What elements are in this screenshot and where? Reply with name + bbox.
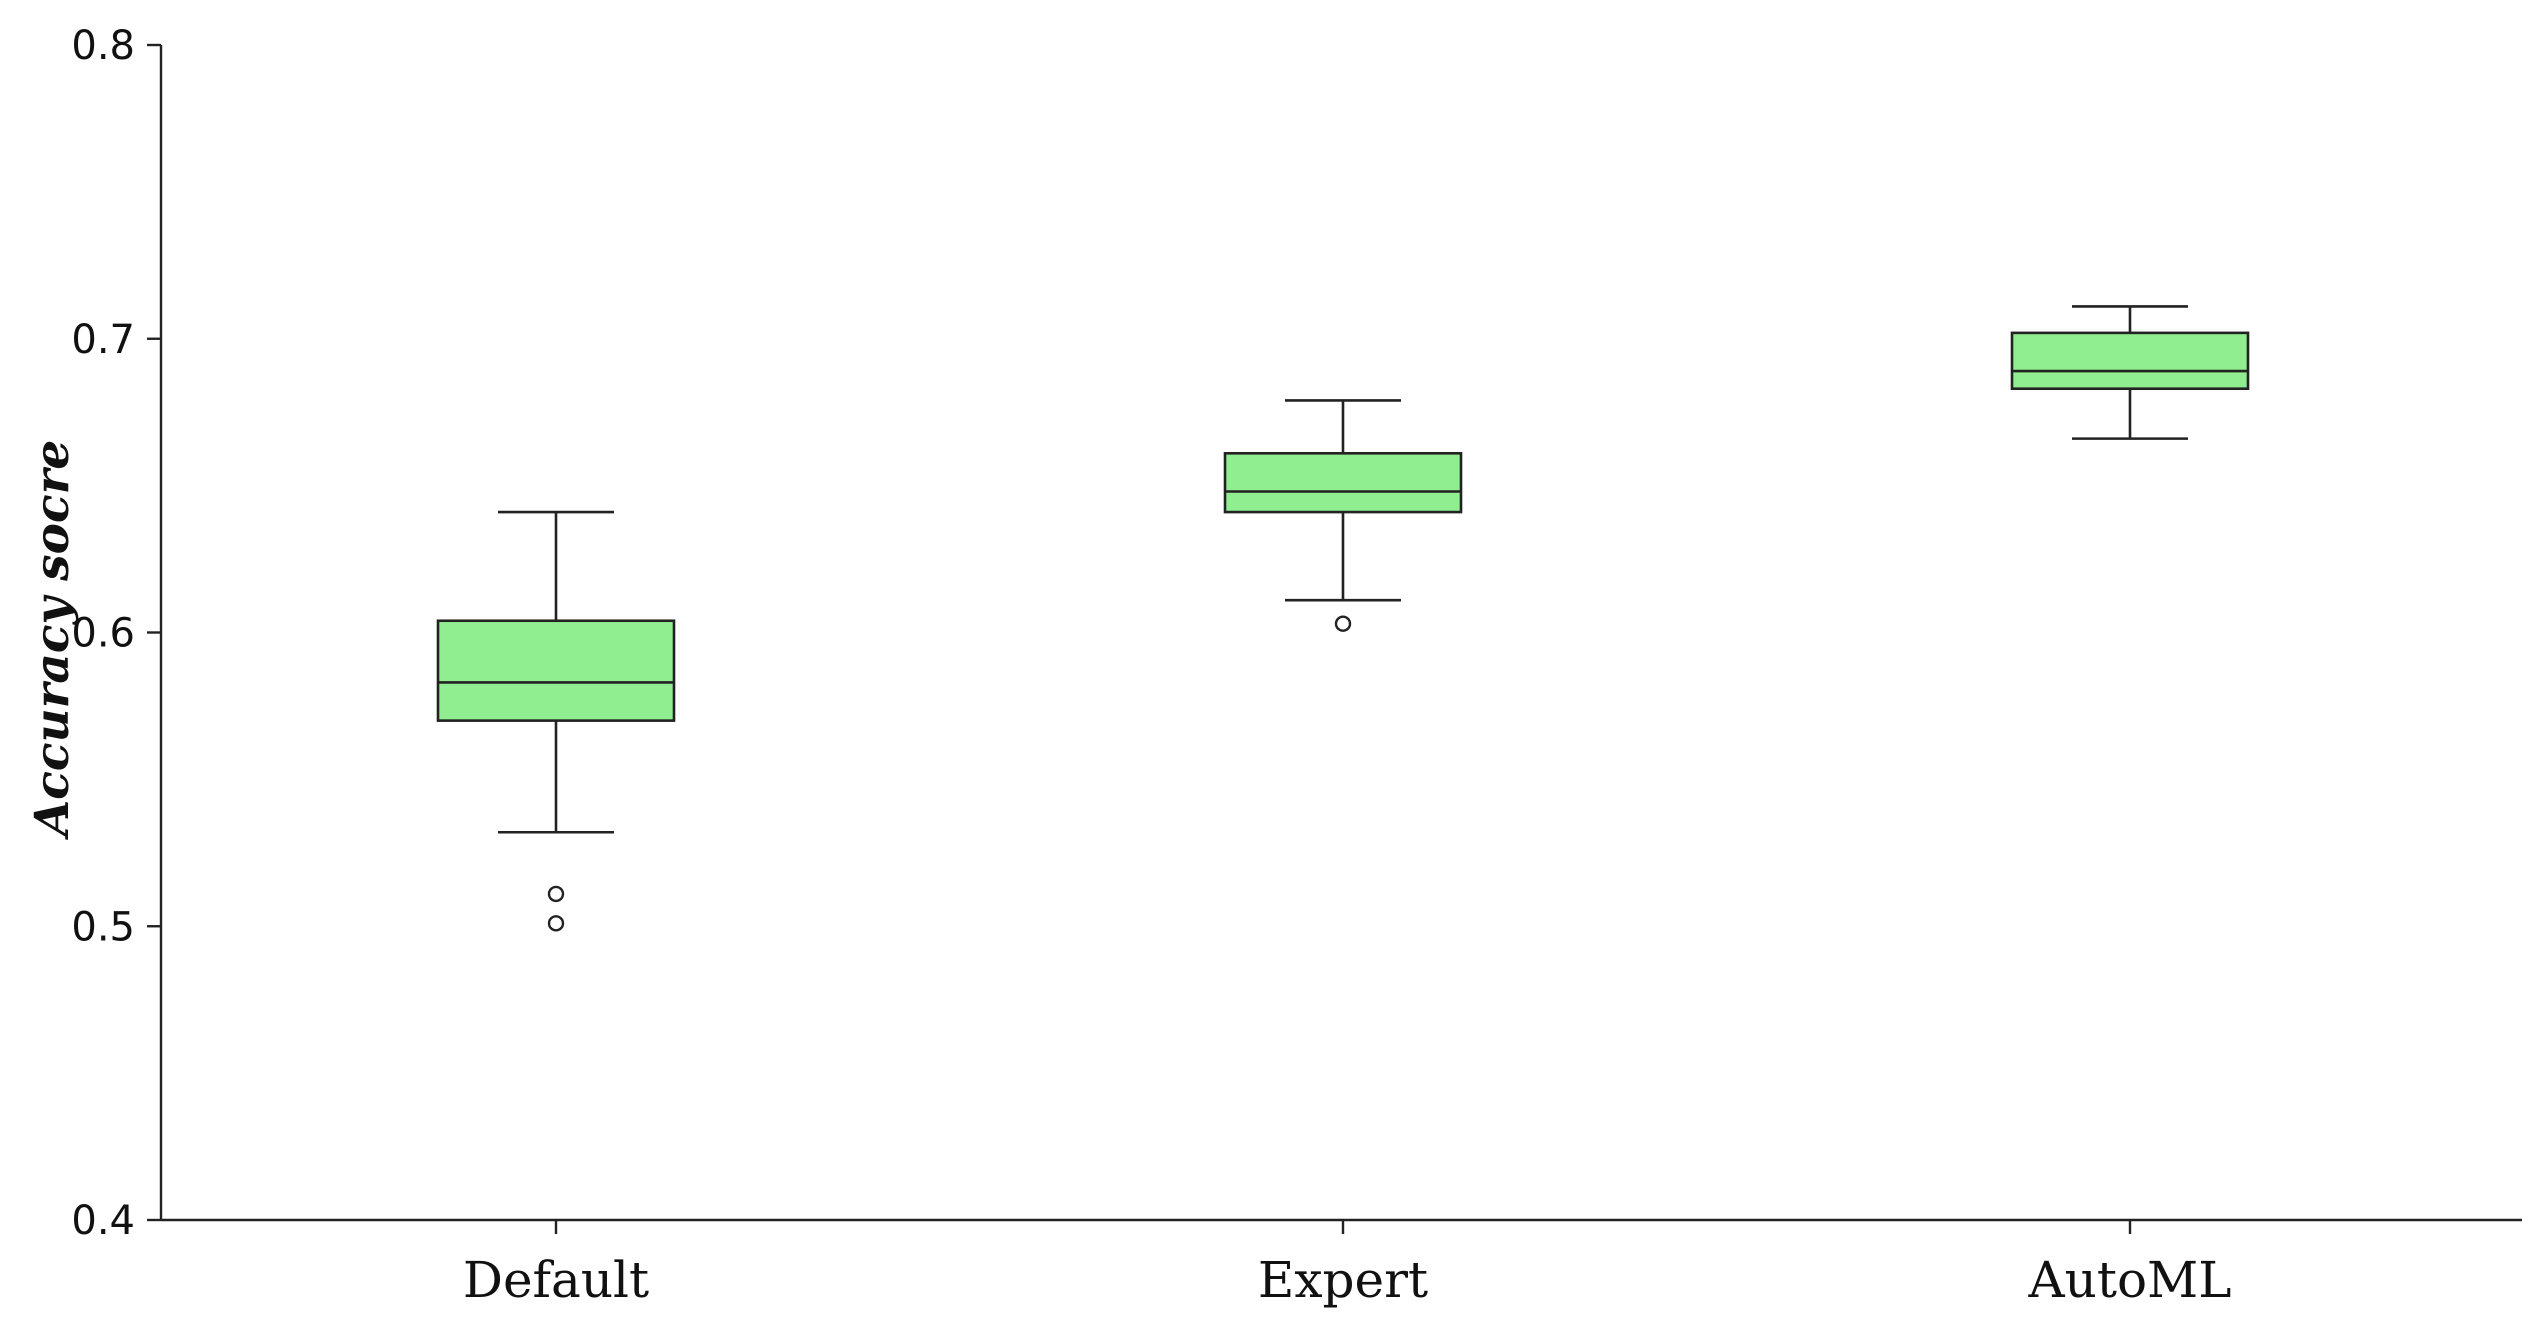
x-ticks: Default Expert AutoML (463, 1220, 2232, 1309)
outlier-point (1334, 615, 1352, 632)
y-tick-label: 0.8 (71, 23, 135, 69)
y-tick-label: 0.7 (71, 317, 135, 363)
outlier-point (547, 885, 565, 903)
box-group-automl (2010, 305, 2250, 440)
x-tick-label: AutoML (2028, 1251, 2232, 1309)
box-group-default (436, 510, 676, 932)
y-tick-label: 0.4 (71, 1198, 135, 1244)
box-iqr (436, 619, 676, 722)
y-axis-label: Accuracy socre (25, 440, 80, 840)
outlier-point (547, 915, 565, 932)
box-iqr (1223, 452, 1463, 514)
x-tick-label: Expert (1258, 1251, 1428, 1309)
box-iqr (2010, 331, 2250, 390)
y-tick-label: 0.6 (71, 611, 135, 657)
box-group-expert (1223, 399, 1463, 632)
y-tick-label: 0.5 (71, 904, 135, 950)
boxes (436, 305, 2250, 932)
x-tick-label: Default (463, 1251, 649, 1309)
y-ticks: 0.4 0.5 0.6 0.7 0.8 (71, 23, 161, 1244)
